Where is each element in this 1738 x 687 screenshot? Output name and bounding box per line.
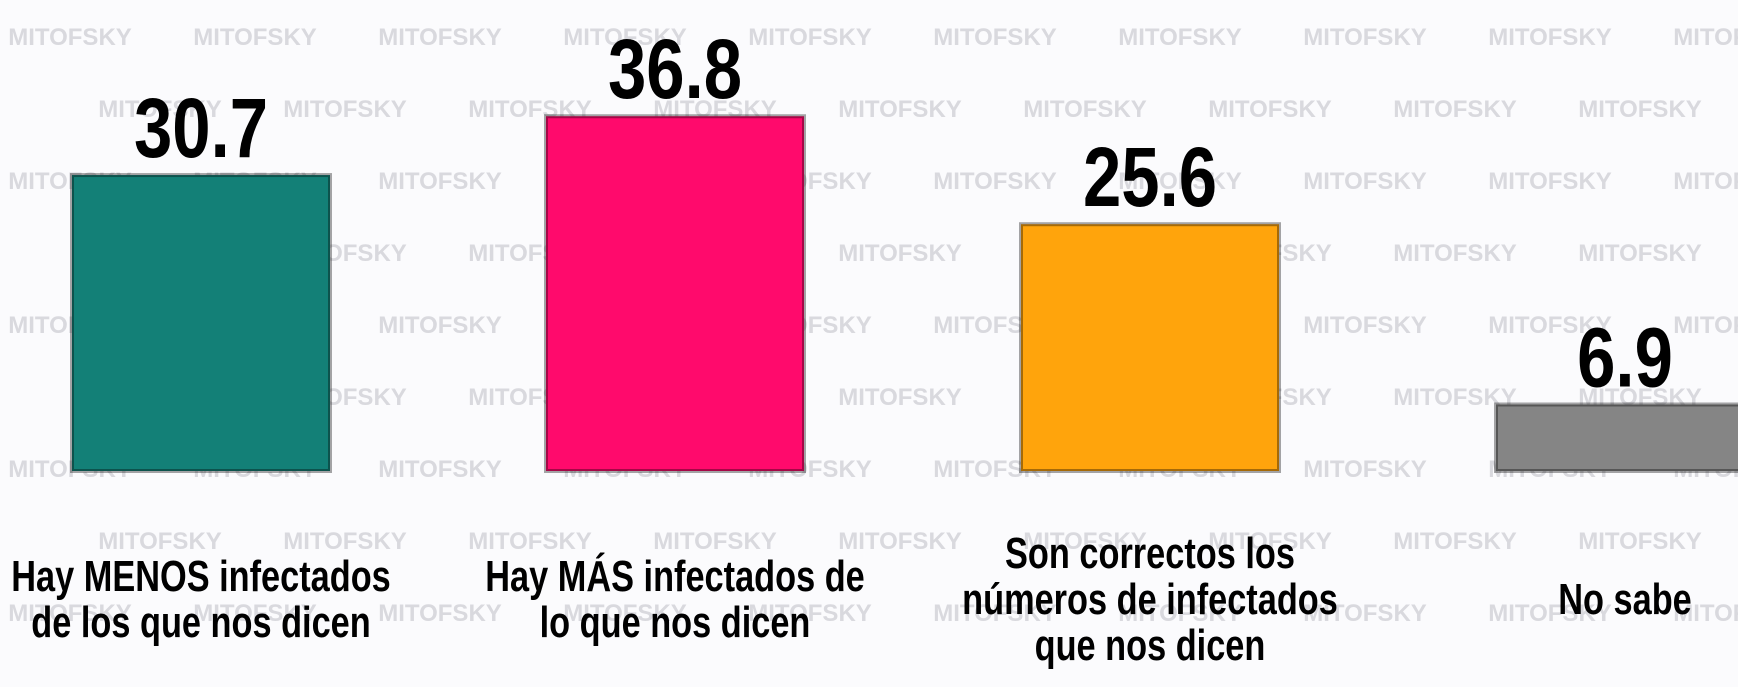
watermark: MITOFSKY	[1208, 96, 1332, 123]
watermark: MITOFSKY	[1578, 240, 1702, 267]
bar	[72, 175, 330, 471]
watermark: MITOFSKY	[378, 456, 502, 483]
watermark: MITOFSKY	[1303, 312, 1427, 339]
watermark: MITOFSKY	[838, 384, 962, 411]
watermark: MITOFSKY	[933, 24, 1057, 51]
value-label: 25.6	[1083, 131, 1217, 225]
value-label: 36.8	[608, 23, 742, 117]
watermark: MITOFSKY	[378, 24, 502, 51]
watermark: MITOFSKY	[1303, 456, 1427, 483]
category-label: Son correctos los números de infectados …	[947, 515, 1353, 685]
watermark: MITOFSKY	[1393, 96, 1517, 123]
watermark: MITOFSKY	[378, 312, 502, 339]
watermark: MITOFSKY	[378, 168, 502, 195]
bar	[1021, 224, 1279, 471]
watermark: MITOFSKY	[1578, 96, 1702, 123]
watermark: MITOFSKY	[838, 240, 962, 267]
watermark: MITOFSKY	[1303, 24, 1427, 51]
watermark: MITOFSKY	[1023, 96, 1147, 123]
value-label-group: 6.9	[1577, 311, 1673, 405]
category-label: Hay MENOS infectados de los que nos dice…	[0, 515, 404, 685]
watermark: MITOFSKY	[1393, 240, 1517, 267]
bar	[1496, 404, 1738, 471]
value-label-group: 25.6	[1083, 131, 1217, 225]
watermark: MITOFSKY	[933, 168, 1057, 195]
value-label: 6.9	[1577, 311, 1673, 405]
value-label: 30.7	[134, 82, 268, 176]
watermark: MITOFSKY	[1673, 312, 1738, 339]
watermark: MITOFSKY	[283, 96, 407, 123]
value-label-group: 36.8	[608, 23, 742, 117]
category-label: No sabe	[1422, 515, 1738, 685]
category-label: Hay MÁS infectados de lo que nos dicen	[472, 515, 878, 685]
bar	[546, 116, 804, 471]
watermark: MITOFSKY	[1488, 168, 1612, 195]
watermark: MITOFSKY	[838, 96, 962, 123]
watermark: MITOFSKY	[1118, 24, 1242, 51]
watermark: MITOFSKY	[8, 24, 132, 51]
value-label-group: 30.7	[134, 82, 268, 176]
watermark: MITOFSKY	[748, 24, 872, 51]
watermark: MITOFSKY	[1488, 24, 1612, 51]
watermark: MITOFSKY	[1673, 168, 1738, 195]
watermark: MITOFSKY	[1303, 168, 1427, 195]
watermark: MITOFSKY	[193, 24, 317, 51]
watermark: MITOFSKY	[1673, 24, 1738, 51]
page: MITOFSKY MITOFSKY MITOFSKY MITOFSKY MITOFSKY…	[0, 0, 1738, 687]
